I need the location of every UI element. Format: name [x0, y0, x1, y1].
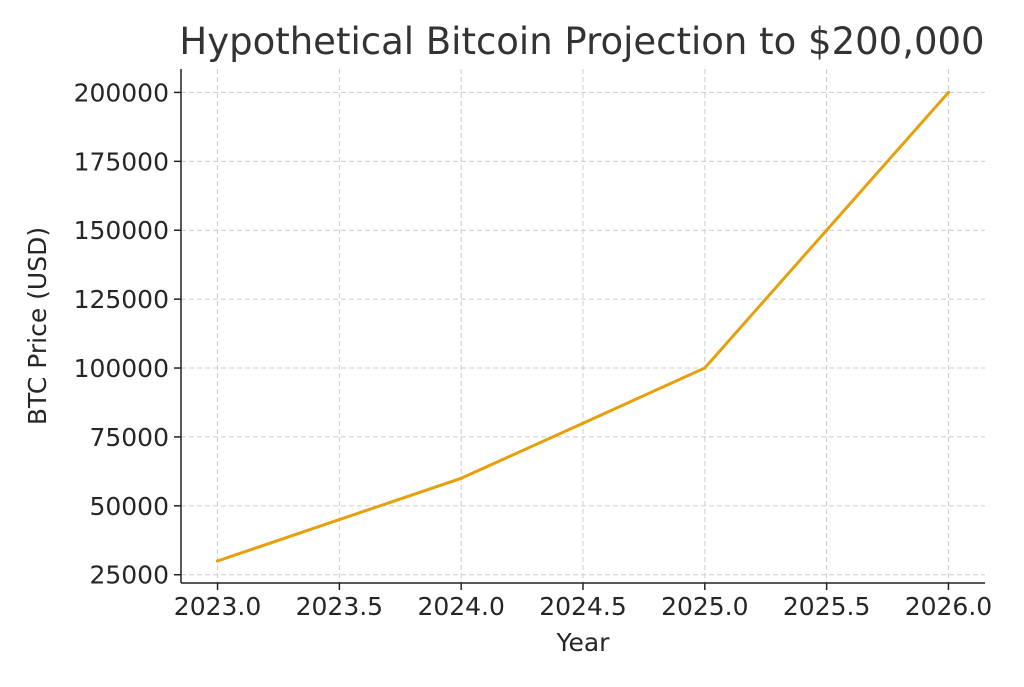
- data-point: [215, 559, 220, 563]
- grid-lines: [181, 69, 985, 583]
- axes: [174, 69, 985, 590]
- x-tick-label: 2023.0: [174, 592, 261, 621]
- chart-title: Hypothetical Bitcoin Projection to $200,…: [179, 20, 984, 63]
- data-point: [581, 421, 585, 425]
- x-tick-label: 2024.0: [417, 592, 504, 621]
- x-tick-label: 2024.5: [539, 592, 626, 621]
- y-tick-label: 75000: [89, 423, 169, 452]
- y-tick-label: 50000: [89, 492, 169, 521]
- data-point: [459, 476, 463, 480]
- y-tick-label: 100000: [74, 354, 169, 383]
- data-point: [946, 90, 951, 95]
- y-tick-label: 125000: [74, 285, 169, 314]
- x-tick-label: 2025.5: [783, 592, 870, 621]
- x-tick-label: 2025.0: [661, 592, 748, 621]
- data-point: [337, 518, 341, 522]
- data-point: [825, 228, 829, 232]
- x-axis-label: Year: [556, 628, 611, 657]
- series-layer: [215, 90, 951, 563]
- y-tick-label: 200000: [74, 78, 169, 107]
- x-tick-label: 2023.5: [296, 592, 383, 621]
- y-tick-label: 25000: [89, 561, 169, 590]
- tick-labels: 2023.0 2023.5 2024.0 2024.5 2025.0 2025.5 2026…: [74, 78, 993, 621]
- data-point: [703, 366, 707, 370]
- y-tick-label: 150000: [74, 216, 169, 245]
- y-tick-label: 175000: [74, 147, 169, 176]
- x-tick-label: 2026.0: [905, 592, 992, 621]
- y-axis-label: BTC Price (USD): [23, 227, 52, 425]
